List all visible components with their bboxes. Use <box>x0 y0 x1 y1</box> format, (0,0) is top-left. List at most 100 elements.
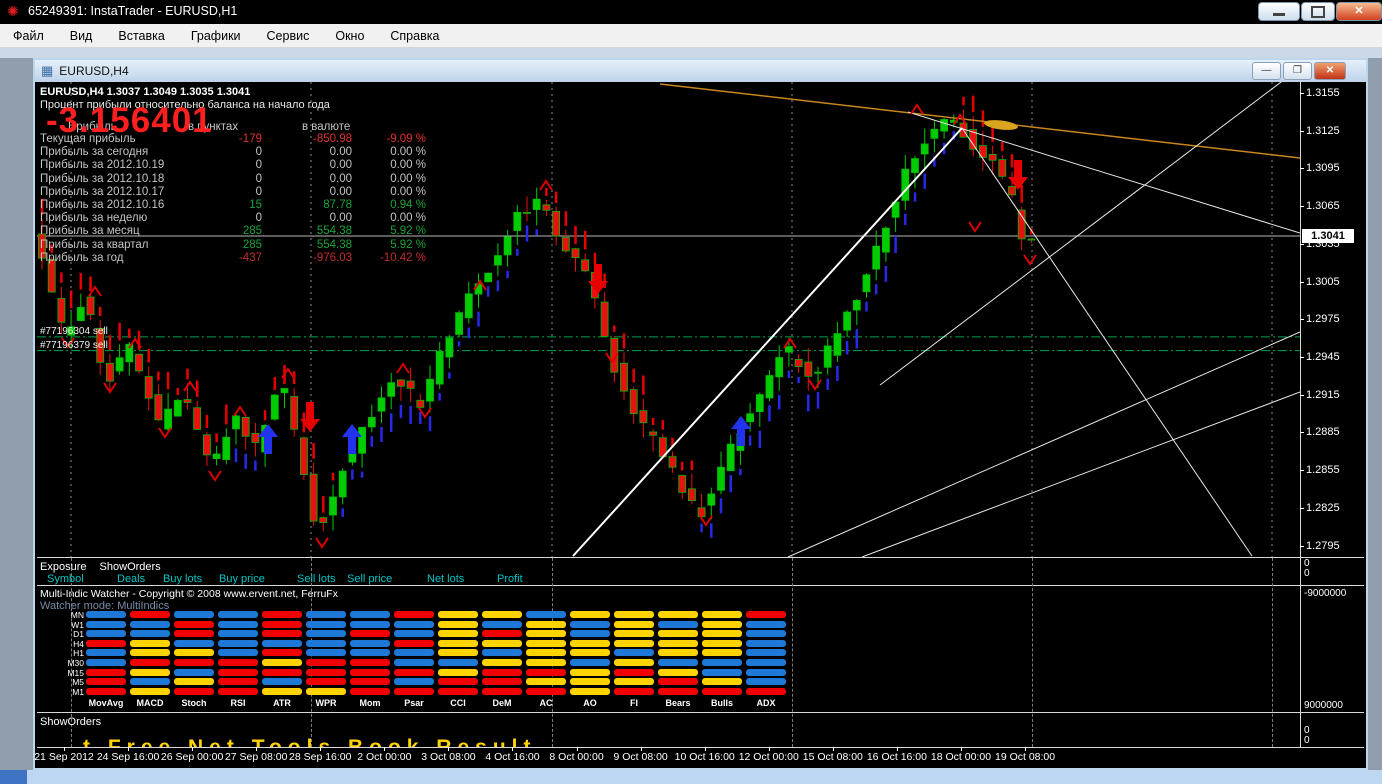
watcher-row-M30: M30 <box>67 658 84 668</box>
tab-showorders[interactable]: ShowOrders <box>99 561 161 573</box>
instatrader-logo-icon: ✺ <box>7 3 19 19</box>
chart-window-titlebar[interactable]: ▦ EURUSD,H4 <box>35 60 1366 82</box>
order-line-label: #77196379 sell <box>40 339 108 351</box>
buy-arrow-icon <box>731 416 751 446</box>
watcher-row-M15: M15 <box>67 667 84 678</box>
watcher-cell <box>482 611 522 618</box>
watcher-cell <box>350 668 390 676</box>
watcher-cell <box>702 668 742 676</box>
current-price-badge: 1.3041 <box>1302 229 1354 243</box>
watcher-cell <box>218 659 258 666</box>
watcher-cell <box>526 620 566 628</box>
watcher-cell <box>262 639 302 647</box>
watcher-cell <box>658 687 698 695</box>
sell-arrow-icon <box>1008 160 1028 190</box>
watcher-cell <box>526 668 566 676</box>
time-axis-line <box>37 747 1364 748</box>
watcher-cell <box>438 687 478 695</box>
window-bottom-frame <box>0 770 1382 784</box>
time-tick <box>256 747 258 751</box>
watcher-cell <box>746 687 786 695</box>
watcher-cell <box>526 687 566 695</box>
watcher-row-M5: M5 <box>72 677 84 688</box>
time-axis-label: 15 Oct 08:00 <box>802 751 863 763</box>
watcher-column-FI: FI <box>630 698 638 708</box>
menu-item-Вид[interactable]: Вид <box>69 28 93 43</box>
watcher-cell <box>394 611 434 618</box>
watcher-cell <box>570 630 610 638</box>
watcher-cell <box>86 611 126 618</box>
time-axis-label: 4 Oct 16:00 <box>485 751 540 763</box>
watcher-column-MovAvg: MovAvg <box>88 698 124 708</box>
menu-item-Графики[interactable]: Графики <box>190 28 241 43</box>
profit-table-header: в пунктах <box>188 121 239 133</box>
tab-exposure[interactable]: Exposure <box>40 561 87 573</box>
time-tick <box>128 747 130 751</box>
watcher-column-DeM: DeM <box>492 698 512 708</box>
price-tick <box>1300 93 1304 94</box>
menu-item-Сервис[interactable]: Сервис <box>266 28 310 43</box>
watcher-cell <box>746 611 786 618</box>
price-tick <box>1300 470 1304 472</box>
chart-restore-button[interactable]: ❐ <box>1283 62 1312 80</box>
watcher-column-MACD: MACD <box>136 698 164 708</box>
watcher-cell <box>482 630 522 638</box>
watcher-cell <box>218 639 258 647</box>
watcher-cell <box>746 620 786 628</box>
price-axis-label: 1.2795 <box>1306 539 1340 552</box>
watcher-cell <box>174 687 214 695</box>
watcher-cell <box>130 659 170 666</box>
showorders-label[interactable]: ShowOrders <box>40 716 102 728</box>
watcher-cell <box>614 630 654 638</box>
time-axis-label: 27 Sep 08:00 <box>224 751 288 763</box>
watcher-cell <box>658 620 698 628</box>
watcher-cell <box>174 639 214 647</box>
watcher-cell <box>570 659 610 666</box>
watcher-cell <box>218 687 258 695</box>
watcher-cell <box>482 649 522 657</box>
watcher-column-WPR: WPR <box>315 698 337 708</box>
watcher-scale-top: -9000000 <box>1304 588 1347 599</box>
time-tick <box>768 747 770 751</box>
menu-item-Файл[interactable]: Файл <box>13 28 44 43</box>
watcher-cell <box>306 611 346 618</box>
exposure-column-Net lots: Net lots <box>427 573 465 585</box>
watcher-cell <box>262 630 302 638</box>
watcher-cell <box>746 649 786 657</box>
profit-subtitle: Процент прибыли относительно баланса на … <box>40 99 330 111</box>
price-axis-label: 1.2855 <box>1306 464 1340 477</box>
chart-window-title: EURUSD,H4 <box>59 64 129 78</box>
price-axis-label: 1.3095 <box>1306 162 1340 175</box>
chart-minimize-button[interactable]: — <box>1252 62 1281 80</box>
exposure-column-Profit: Profit <box>497 573 523 585</box>
chart-canvas[interactable] <box>37 82 1300 557</box>
watcher-title: Multi-Indic Watcher - Copyright © 2008 w… <box>40 588 338 600</box>
workspace-strip <box>0 48 1382 58</box>
period-separator <box>71 558 72 747</box>
watcher-cell <box>746 659 786 666</box>
price-tick <box>1300 319 1304 321</box>
watcher-column-Mom: Mom <box>359 698 381 708</box>
panel-separator <box>37 585 1364 586</box>
watcher-cell <box>526 639 566 647</box>
chart-close-button[interactable]: ✕ <box>1314 62 1346 80</box>
panel-separator <box>37 557 1364 558</box>
menu-item-Справка[interactable]: Справка <box>390 28 440 43</box>
watcher-cell <box>130 678 170 686</box>
maximize-button[interactable] <box>1301 2 1335 21</box>
watcher-cell <box>614 611 654 618</box>
main-title-bar: ✺ 65249391: InstaTrader - EURUSD,H1 ✕ <box>0 0 1382 24</box>
close-button[interactable]: ✕ <box>1336 2 1382 21</box>
watcher-cell <box>394 668 434 676</box>
minimize-button[interactable] <box>1258 2 1300 21</box>
watcher-cell <box>86 630 126 638</box>
window-title: 65249391: InstaTrader - EURUSD,H1 <box>28 4 238 18</box>
menu-item-Вставка[interactable]: Вставка <box>118 28 165 43</box>
watcher-cell <box>86 659 126 666</box>
time-tick <box>320 747 322 751</box>
watcher-cell <box>218 630 258 638</box>
price-tick <box>1300 130 1304 132</box>
watcher-cell <box>350 678 390 686</box>
menu-item-Окно[interactable]: Окно <box>335 28 365 43</box>
watcher-cell <box>482 620 522 628</box>
